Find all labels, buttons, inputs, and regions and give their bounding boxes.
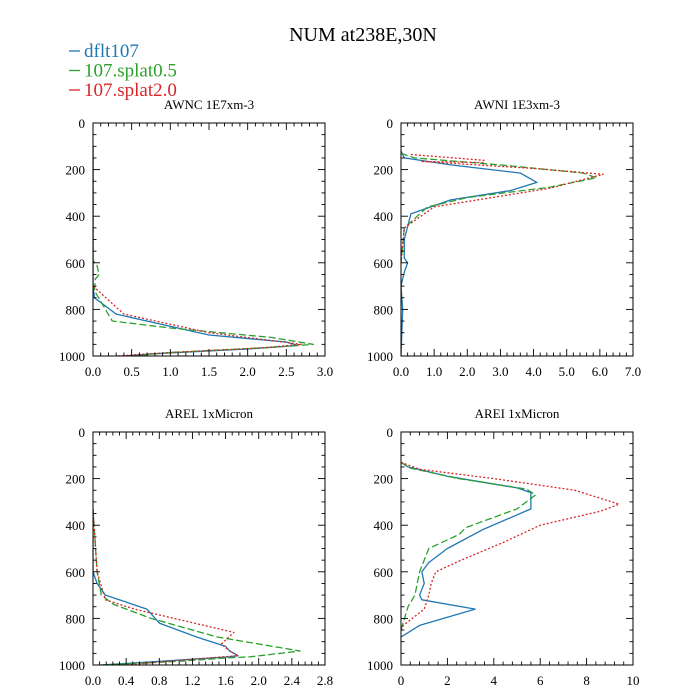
y-tick-label: 1000 <box>367 658 393 673</box>
x-tick-label: 2.4 <box>284 673 301 688</box>
x-tick-label: 6.0 <box>592 364 608 379</box>
legend-entry: dflt107 <box>69 41 139 62</box>
x-tick-label: 0.0 <box>85 364 101 379</box>
legend-entry: 107.splat2.0 <box>69 80 177 101</box>
series-group <box>401 461 620 638</box>
y-tick-label: 800 <box>66 611 86 626</box>
x-tick-label: 5.0 <box>559 364 575 379</box>
x-tick-label: 3.0 <box>317 364 333 379</box>
y-tick-label: 200 <box>66 163 86 178</box>
y-tick-label: 400 <box>66 209 86 224</box>
series-group <box>401 150 604 356</box>
y-tick-label: 200 <box>66 472 86 487</box>
x-tick-label: 1.0 <box>162 364 178 379</box>
y-tick-label: 200 <box>374 163 394 178</box>
y-tick-label: 800 <box>374 611 394 626</box>
y-tick-label: 800 <box>66 302 86 317</box>
plot-frame <box>400 431 634 666</box>
figure-title: NUM at238E,30N <box>289 24 437 46</box>
series-group <box>93 146 315 356</box>
x-tick-label: 10 <box>627 673 640 688</box>
y-tick-label: 400 <box>374 209 394 224</box>
series-line-107-splat2-0 <box>93 146 303 356</box>
y-tick-label: 1000 <box>367 349 393 364</box>
x-tick-label: 7.0 <box>625 364 641 379</box>
y-tick-label: 0 <box>387 116 394 131</box>
x-tick-label: 1.5 <box>201 364 217 379</box>
x-tick-label: 3.0 <box>492 364 508 379</box>
panel-title: AWNI 1E3xm-3 <box>474 97 560 112</box>
y-tick-label: 0 <box>387 425 394 440</box>
plot-frame <box>92 122 326 357</box>
y-tick-label: 0 <box>79 116 86 131</box>
y-tick-label: 1000 <box>59 658 85 673</box>
y-tick-label: 600 <box>66 565 86 580</box>
y-tick-label: 200 <box>374 472 394 487</box>
x-tick-label: 0.0 <box>85 673 101 688</box>
panel-awni: AWNI 1E3xm-3 0.0 1.0 2.0 3.0 4.0 5.0 6.0 7.0 0 200… <box>367 97 641 379</box>
x-tick-label: 1.6 <box>217 673 234 688</box>
x-tick-label: 4.0 <box>525 364 541 379</box>
x-tick-label: 0.4 <box>118 673 135 688</box>
x-tick-label: 0 <box>398 673 405 688</box>
x-tick-label: 4 <box>491 673 498 688</box>
x-tick-label: 2.0 <box>240 364 256 379</box>
series-line-dflt107 <box>401 461 532 638</box>
series-line-107-splat0-5 <box>401 461 537 631</box>
y-tick-label: 600 <box>374 256 394 271</box>
series-line-107-splat0-5 <box>93 146 315 356</box>
plot-frame <box>92 431 326 666</box>
series-line-dflt107 <box>93 146 299 356</box>
x-tick-label: 6 <box>537 673 544 688</box>
legend-label: 107.splat2.0 <box>84 80 177 101</box>
x-tick-label: 0.5 <box>124 364 140 379</box>
panel-title: AREI 1xMicron <box>475 406 560 421</box>
y-tick-label: 0 <box>79 425 86 440</box>
series-line-107-splat2-0 <box>93 508 239 665</box>
series-line-dflt107 <box>93 508 239 665</box>
y-tick-label: 600 <box>374 565 394 580</box>
series-line-107-splat2-0 <box>401 461 620 631</box>
x-tick-label: 2.5 <box>278 364 294 379</box>
x-tick-label: 8 <box>583 673 590 688</box>
x-tick-label: 2.0 <box>459 364 475 379</box>
legend-entry: 107.splat0.5 <box>69 61 177 82</box>
panel-arei: AREI 1xMicron 0 2 4 6 8 10 0 200 400 600 800 1000 <box>367 406 640 688</box>
legend-label: dflt107 <box>84 41 139 62</box>
y-tick-label: 400 <box>374 518 394 533</box>
panel-title: AWNC 1E7xm-3 <box>164 97 254 112</box>
panel-arel: AREL 1xMicron 0.0 0.4 0.8 1.2 1.6 2.0 2.4 2.8 0 20… <box>59 406 333 688</box>
x-tick-label: 2.0 <box>251 673 267 688</box>
series-line-107-splat0-5 <box>93 508 301 665</box>
y-tick-label: 400 <box>66 518 86 533</box>
x-tick-label: 2.8 <box>317 673 333 688</box>
y-tick-label: 600 <box>66 256 86 271</box>
series-line-dflt107 <box>401 150 538 356</box>
series-line-107-splat0-5 <box>401 152 598 263</box>
x-tick-label: 2 <box>444 673 451 688</box>
legend-label: 107.splat0.5 <box>84 61 177 82</box>
x-tick-label: 1.2 <box>184 673 200 688</box>
y-tick-label: 1000 <box>59 349 85 364</box>
x-tick-label: 1.0 <box>426 364 442 379</box>
x-tick-label: 0.8 <box>151 673 167 688</box>
y-tick-label: 800 <box>374 302 394 317</box>
plot-frame <box>400 122 634 357</box>
panel-awnc: AWNC 1E7xm-3 0.0 0.5 1.0 1.5 2.0 2.5 3.0 0 200 400… <box>59 97 333 379</box>
panel-title: AREL 1xMicron <box>165 406 253 421</box>
x-tick-label: 0.0 <box>393 364 409 379</box>
series-group <box>93 508 301 665</box>
